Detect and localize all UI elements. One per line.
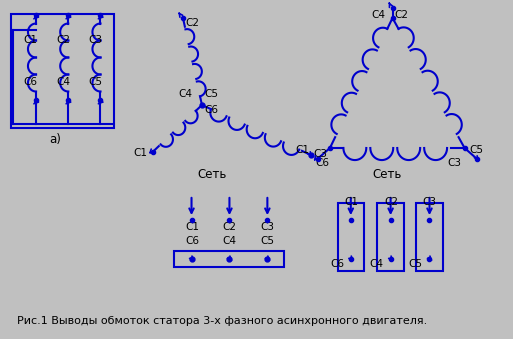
Text: C3: C3 (88, 35, 102, 45)
Text: C2: C2 (384, 197, 398, 207)
Text: C4: C4 (178, 89, 192, 99)
Text: C1: C1 (296, 145, 310, 155)
Text: C5: C5 (205, 89, 219, 99)
Bar (174, 251, 284, 267)
Text: C2: C2 (223, 222, 237, 232)
Text: C5: C5 (409, 259, 423, 269)
Text: C6: C6 (185, 236, 199, 246)
Text: C1: C1 (344, 197, 358, 207)
Text: C1: C1 (134, 148, 148, 158)
Text: C3: C3 (423, 197, 437, 207)
Text: C3: C3 (447, 158, 462, 168)
Text: C4: C4 (223, 236, 237, 246)
Text: Рис.1 Выводы обмоток статора 3-х фазного асинхронного двигателя.: Рис.1 Выводы обмоток статора 3-х фазного… (17, 316, 427, 326)
Bar (338, 203, 364, 271)
Text: Сеть: Сеть (197, 168, 227, 181)
Text: C6: C6 (330, 259, 344, 269)
Text: C2: C2 (56, 35, 70, 45)
Text: C2: C2 (394, 10, 408, 20)
Text: C3: C3 (314, 149, 328, 159)
Bar (378, 203, 404, 271)
Text: Сеть: Сеть (372, 168, 402, 181)
Text: C5: C5 (469, 145, 483, 155)
Bar (11, 14, 114, 128)
Text: C6: C6 (205, 105, 219, 115)
Text: C5: C5 (88, 77, 102, 87)
Text: C5: C5 (261, 236, 275, 246)
Text: C4: C4 (370, 259, 384, 269)
Text: C4: C4 (371, 10, 386, 20)
Text: а): а) (49, 133, 61, 146)
Text: C2: C2 (186, 18, 200, 28)
Text: C6: C6 (315, 158, 330, 168)
Text: C6: C6 (24, 77, 37, 87)
Text: C3: C3 (261, 222, 275, 232)
Text: C4: C4 (56, 77, 70, 87)
Text: C1: C1 (24, 35, 37, 45)
Text: C1: C1 (185, 222, 199, 232)
Bar (416, 203, 443, 271)
